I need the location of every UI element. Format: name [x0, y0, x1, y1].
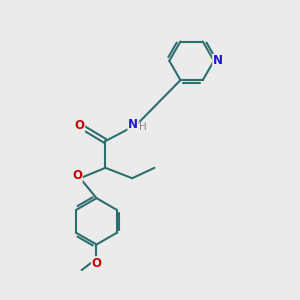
- Text: O: O: [75, 119, 85, 132]
- Text: N: N: [213, 54, 223, 67]
- Text: H: H: [139, 122, 147, 132]
- Text: O: O: [92, 257, 101, 270]
- Text: N: N: [128, 118, 138, 131]
- Text: O: O: [72, 169, 82, 182]
